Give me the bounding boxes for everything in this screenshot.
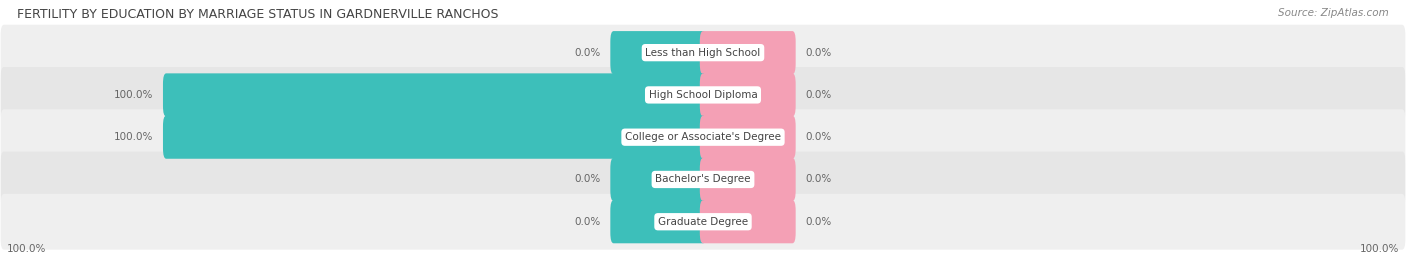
Text: 100.0%: 100.0% bbox=[7, 244, 46, 254]
FancyBboxPatch shape bbox=[0, 25, 1406, 80]
Text: Bachelor's Degree: Bachelor's Degree bbox=[655, 175, 751, 185]
Text: FERTILITY BY EDUCATION BY MARRIAGE STATUS IN GARDNERVILLE RANCHOS: FERTILITY BY EDUCATION BY MARRIAGE STATU… bbox=[17, 8, 498, 21]
FancyBboxPatch shape bbox=[610, 158, 706, 201]
FancyBboxPatch shape bbox=[700, 73, 796, 116]
Text: Less than High School: Less than High School bbox=[645, 48, 761, 58]
Text: 0.0%: 0.0% bbox=[806, 175, 831, 185]
FancyBboxPatch shape bbox=[0, 151, 1406, 207]
Text: 0.0%: 0.0% bbox=[575, 48, 600, 58]
FancyBboxPatch shape bbox=[700, 31, 796, 74]
Text: 100.0%: 100.0% bbox=[1360, 244, 1399, 254]
FancyBboxPatch shape bbox=[610, 200, 706, 243]
FancyBboxPatch shape bbox=[700, 116, 796, 159]
Text: High School Diploma: High School Diploma bbox=[648, 90, 758, 100]
FancyBboxPatch shape bbox=[0, 194, 1406, 250]
FancyBboxPatch shape bbox=[163, 73, 706, 116]
FancyBboxPatch shape bbox=[0, 109, 1406, 165]
Text: 0.0%: 0.0% bbox=[806, 217, 831, 227]
Text: Graduate Degree: Graduate Degree bbox=[658, 217, 748, 227]
FancyBboxPatch shape bbox=[700, 158, 796, 201]
FancyBboxPatch shape bbox=[0, 67, 1406, 123]
FancyBboxPatch shape bbox=[610, 31, 706, 74]
FancyBboxPatch shape bbox=[700, 200, 796, 243]
Text: 0.0%: 0.0% bbox=[806, 48, 831, 58]
Text: 0.0%: 0.0% bbox=[806, 132, 831, 142]
Text: Source: ZipAtlas.com: Source: ZipAtlas.com bbox=[1278, 8, 1389, 18]
Text: 100.0%: 100.0% bbox=[114, 132, 153, 142]
Text: 100.0%: 100.0% bbox=[114, 90, 153, 100]
Text: 0.0%: 0.0% bbox=[575, 217, 600, 227]
FancyBboxPatch shape bbox=[163, 116, 706, 159]
Text: 0.0%: 0.0% bbox=[575, 175, 600, 185]
Text: College or Associate's Degree: College or Associate's Degree bbox=[626, 132, 780, 142]
Text: 0.0%: 0.0% bbox=[806, 90, 831, 100]
